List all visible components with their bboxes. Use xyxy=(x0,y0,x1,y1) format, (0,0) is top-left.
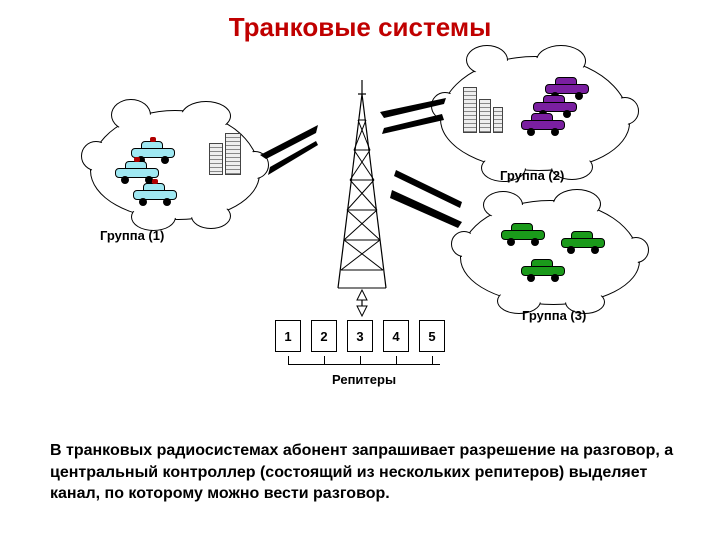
page-title: Транковые системы xyxy=(0,12,720,43)
trunked-diagram: Группа (1) Группа (2) xyxy=(60,50,650,410)
description-text: В транковых радиосистемах абонент запраш… xyxy=(50,440,690,505)
repeaters-label: Репитеры xyxy=(332,372,396,387)
repeater-3: 3 xyxy=(347,320,373,352)
repeater-5: 5 xyxy=(419,320,445,352)
repeater-bus xyxy=(288,364,440,365)
repeater-2: 2 xyxy=(311,320,337,352)
repeater-4: 4 xyxy=(383,320,409,352)
repeater-1: 1 xyxy=(275,320,301,352)
signal-arrows-icon xyxy=(60,50,650,410)
